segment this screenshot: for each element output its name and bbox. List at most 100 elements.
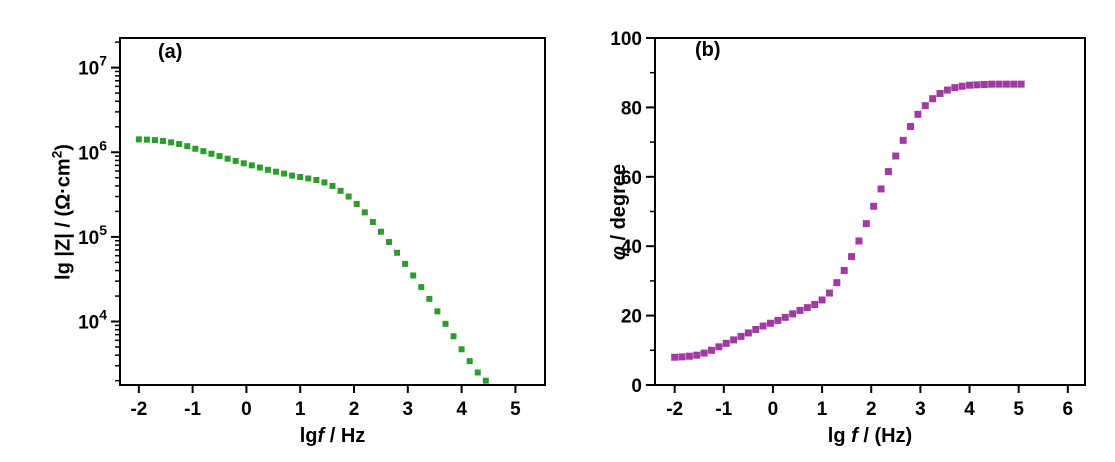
panel-a-label: (a) xyxy=(158,41,183,63)
data-point xyxy=(715,343,723,351)
data-point xyxy=(855,237,863,245)
data-point xyxy=(892,152,900,160)
data-point xyxy=(482,377,489,384)
data-point xyxy=(160,137,167,144)
panel-a-y-axis-title: lg |Z| / (Ω·cm2) xyxy=(49,144,75,280)
data-point xyxy=(192,145,199,152)
data-point xyxy=(410,272,417,279)
data-point xyxy=(958,82,966,90)
panel-b-y-title-post: / degree xyxy=(608,163,630,247)
y-tick-label: 60 xyxy=(621,168,642,189)
data-point xyxy=(385,239,392,246)
data-point xyxy=(168,139,175,146)
x-tick-label: 2 xyxy=(349,399,360,420)
data-point xyxy=(337,187,344,194)
panel-b-bode-phase: -2 -1 0 1 2 3 4 5 6 0 20 40 60 80 100 (b) lg f / (Hz) … xyxy=(555,0,1115,462)
data-point xyxy=(840,266,848,274)
data-point xyxy=(402,260,409,267)
data-point xyxy=(966,81,974,89)
data-point xyxy=(907,122,915,130)
data-point xyxy=(458,346,465,353)
y-tick-label: 105 xyxy=(78,222,107,249)
data-point xyxy=(474,369,481,376)
y-tick-label: 0 xyxy=(631,376,642,397)
data-point xyxy=(353,200,360,207)
data-point xyxy=(321,179,328,186)
data-point xyxy=(151,137,158,144)
x-tick-label: -1 xyxy=(715,399,732,420)
data-point xyxy=(256,164,263,171)
data-point xyxy=(884,168,892,176)
y-tick-label: 104 xyxy=(78,307,107,334)
x-tick-label: -2 xyxy=(130,399,147,420)
x-tick-label: 3 xyxy=(403,399,414,420)
x-tick-label: 4 xyxy=(456,399,467,420)
data-point xyxy=(929,95,937,103)
panel-b-x-title-pre: lg xyxy=(827,425,852,447)
data-point xyxy=(811,300,819,308)
panel-a-y-title-sup: 2 xyxy=(49,150,65,159)
y-tick-label: 40 xyxy=(621,237,642,258)
data-point xyxy=(240,160,247,167)
data-point xyxy=(135,136,142,143)
data-point xyxy=(143,136,150,143)
data-point xyxy=(693,351,701,359)
panel-a-x-title-post: / Hz xyxy=(324,425,366,447)
data-point xyxy=(730,336,738,344)
data-point xyxy=(877,185,885,193)
panel-a-y-title-pre: lg |Z| / (Ω·cm xyxy=(52,158,75,280)
data-point xyxy=(450,333,457,340)
data-point xyxy=(394,249,401,256)
data-point xyxy=(297,174,304,181)
data-point xyxy=(208,150,215,157)
data-point xyxy=(281,170,288,177)
data-point xyxy=(988,80,996,88)
data-point xyxy=(176,141,183,148)
data-point xyxy=(774,316,782,324)
data-point xyxy=(442,320,449,327)
bode-magnitude-plot: -2 -1 0 1 2 3 4 5 104 105 106 107 xyxy=(78,37,546,420)
panel-b-x-title-post: / (Hz) xyxy=(857,425,913,447)
data-point xyxy=(289,172,296,179)
data-point xyxy=(248,162,255,169)
data-point xyxy=(1010,80,1018,88)
data-point xyxy=(914,110,922,118)
x-tick-label: 5 xyxy=(1013,399,1024,420)
data-point xyxy=(899,136,907,144)
panel-a-y-title-post: ) xyxy=(52,144,75,151)
panel-a-x-title-pre: lg xyxy=(299,425,318,447)
panel-b-x-title-italic: f xyxy=(851,425,858,447)
data-point xyxy=(273,168,280,175)
data-point xyxy=(345,193,352,200)
x-tick-label: 5 xyxy=(510,399,521,420)
data-point xyxy=(870,202,878,210)
data-point xyxy=(951,84,959,92)
data-point xyxy=(200,148,207,155)
x-tick-label: 1 xyxy=(817,399,828,420)
data-point xyxy=(232,157,239,164)
data-point xyxy=(818,296,826,304)
data-point xyxy=(833,279,841,287)
y-tick-label: 100 xyxy=(610,29,642,50)
x-tick-label: 0 xyxy=(241,399,252,420)
x-tick-label: 4 xyxy=(964,399,975,420)
data-point xyxy=(943,86,951,94)
panel-b-y-title-italic: φ xyxy=(608,246,630,261)
panel-b-label: (b) xyxy=(695,39,721,61)
data-point xyxy=(377,228,384,235)
plot-frame xyxy=(119,37,546,386)
data-point xyxy=(862,220,870,228)
data-point xyxy=(1002,80,1010,88)
data-point xyxy=(224,155,231,162)
data-point xyxy=(708,346,716,354)
x-tick-label: 2 xyxy=(866,399,877,420)
data-point xyxy=(752,325,760,333)
data-point xyxy=(313,177,320,184)
data-point xyxy=(216,153,223,160)
data-point xyxy=(796,306,804,314)
data-point xyxy=(921,102,929,110)
y-tick-label: 106 xyxy=(78,137,107,164)
data-point xyxy=(980,80,988,88)
